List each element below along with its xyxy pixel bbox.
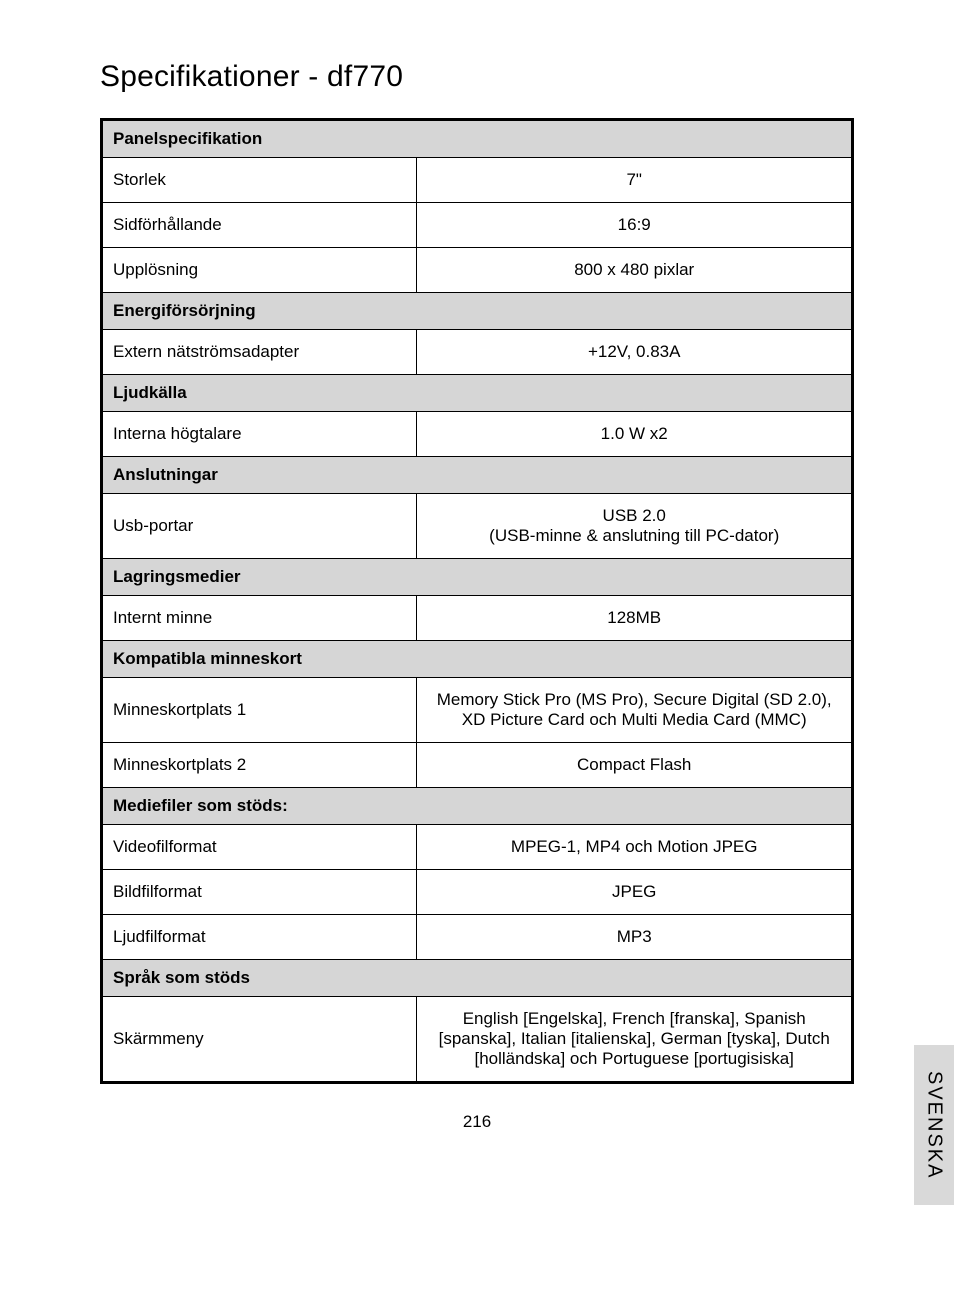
- spec-value: Memory Stick Pro (MS Pro), Secure Digita…: [417, 678, 853, 743]
- spec-label: Upplösning: [102, 248, 417, 293]
- table-row: VideofilformatMPEG-1, MP4 och Motion JPE…: [102, 825, 853, 870]
- spec-value: MPEG-1, MP4 och Motion JPEG: [417, 825, 853, 870]
- table-row: Minneskortplats 1Memory Stick Pro (MS Pr…: [102, 678, 853, 743]
- table-row: Interna högtalare1.0 W x2: [102, 412, 853, 457]
- spec-label: Extern nätströmsadapter: [102, 330, 417, 375]
- page-number: 216: [100, 1112, 854, 1132]
- spec-table: PanelspecifikationStorlek7"Sidförhålland…: [100, 118, 854, 1084]
- spec-value: 128MB: [417, 596, 853, 641]
- language-tab: SVENSKA: [914, 1045, 954, 1205]
- section-header: Ljudkälla: [102, 375, 853, 412]
- table-row: SkärmmenyEnglish [Engelska], French [fra…: [102, 997, 853, 1083]
- spec-label: Usb-portar: [102, 494, 417, 559]
- spec-value: 16:9: [417, 203, 853, 248]
- spec-label: Internt minne: [102, 596, 417, 641]
- table-row: LjudfilformatMP3: [102, 915, 853, 960]
- spec-value: 1.0 W x2: [417, 412, 853, 457]
- section-header: Språk som stöds: [102, 960, 853, 997]
- spec-label: Interna högtalare: [102, 412, 417, 457]
- section-header: Kompatibla minneskort: [102, 641, 853, 678]
- table-row: Sidförhållande16:9: [102, 203, 853, 248]
- table-row: BildfilformatJPEG: [102, 870, 853, 915]
- table-row: Extern nätströmsadapter+12V, 0.83A: [102, 330, 853, 375]
- spec-value: +12V, 0.83A: [417, 330, 853, 375]
- spec-label: Minneskortplats 1: [102, 678, 417, 743]
- section-header: Anslutningar: [102, 457, 853, 494]
- spec-label: Skärmmeny: [102, 997, 417, 1083]
- table-row: Upplösning800 x 480 pixlar: [102, 248, 853, 293]
- section-header: Panelspecifikation: [102, 120, 853, 158]
- spec-value: USB 2.0(USB-minne & anslutning till PC-d…: [417, 494, 853, 559]
- table-row: Minneskortplats 2Compact Flash: [102, 743, 853, 788]
- spec-label: Minneskortplats 2: [102, 743, 417, 788]
- page-title: Specifikationer - df770: [100, 60, 854, 94]
- spec-value: MP3: [417, 915, 853, 960]
- spec-value: 7": [417, 158, 853, 203]
- section-header: Energiförsörjning: [102, 293, 853, 330]
- spec-value: JPEG: [417, 870, 853, 915]
- spec-label: Bildfilformat: [102, 870, 417, 915]
- section-header: Lagringsmedier: [102, 559, 853, 596]
- table-row: Storlek7": [102, 158, 853, 203]
- spec-label: Videofilformat: [102, 825, 417, 870]
- section-header: Mediefiler som stöds:: [102, 788, 853, 825]
- table-row: Internt minne128MB: [102, 596, 853, 641]
- spec-value: Compact Flash: [417, 743, 853, 788]
- spec-value: English [Engelska], French [franska], Sp…: [417, 997, 853, 1083]
- spec-label: Sidförhållande: [102, 203, 417, 248]
- language-tab-label: SVENSKA: [923, 1071, 946, 1179]
- spec-label: Ljudfilformat: [102, 915, 417, 960]
- spec-label: Storlek: [102, 158, 417, 203]
- table-row: Usb-portarUSB 2.0(USB-minne & anslutning…: [102, 494, 853, 559]
- spec-value: 800 x 480 pixlar: [417, 248, 853, 293]
